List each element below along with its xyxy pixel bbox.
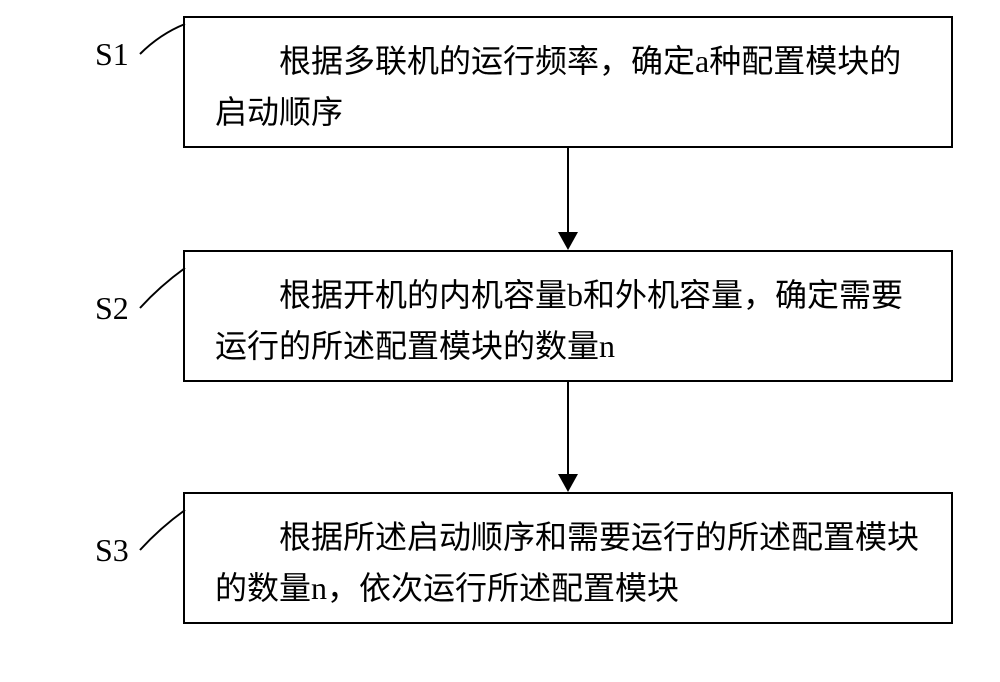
step-label-s2: S2 [95, 290, 129, 327]
step-label-s3: S3 [95, 532, 129, 569]
step-box-s3: 根据所述启动顺序和需要运行的所述配置模块的数量n，依次运行所述配置模块 [183, 492, 953, 624]
step-text-s2: 根据开机的内机容量b和外机容量，确定需要运行的所述配置模块的数量n [215, 270, 921, 372]
step-box-s1: 根据多联机的运行频率，确定a种配置模块的启动顺序 [183, 16, 953, 148]
step-label-s1: S1 [95, 36, 129, 73]
step-text-s3: 根据所述启动顺序和需要运行的所述配置模块的数量n，依次运行所述配置模块 [215, 512, 921, 614]
flowchart-canvas: 根据多联机的运行频率，确定a种配置模块的启动顺序 S1 根据开机的内机容量b和外… [0, 0, 1000, 682]
step-box-s2: 根据开机的内机容量b和外机容量，确定需要运行的所述配置模块的数量n [183, 250, 953, 382]
step-text-s1: 根据多联机的运行频率，确定a种配置模块的启动顺序 [215, 36, 921, 138]
